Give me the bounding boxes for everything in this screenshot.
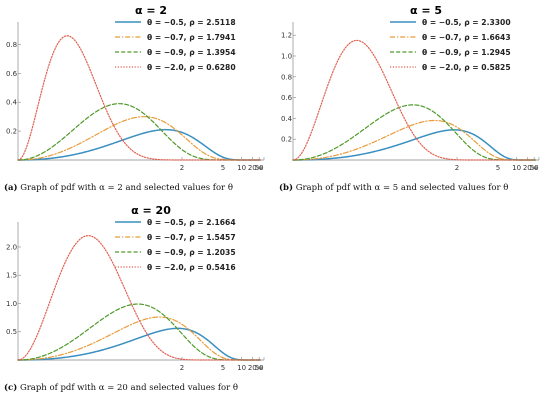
x-tick-label: 5 [496, 164, 500, 172]
chart-legend: θ = −0.5, ρ = 2.5118 θ = −0.7, ρ = 1.7941… [115, 18, 236, 72]
x-tick-label: 20 [523, 164, 532, 172]
series-line-4 [292, 39, 536, 161]
x-tick-label: 5 [221, 164, 225, 172]
chart-legend: θ = −0.5, ρ = 2.3300 θ = −0.7, ρ = 1.6643… [390, 18, 511, 72]
series-line-1 [292, 129, 537, 161]
y-tick-label: 0.2 [6, 128, 17, 136]
legend-label: θ = −2.0, ρ = 0.5416 [147, 263, 236, 272]
legend-label: θ = −0.9, ρ = 1.3954 [147, 48, 236, 57]
x-tick-label: 10 [237, 364, 246, 372]
x-tick-label: 2 [180, 164, 184, 172]
y-tick-label: 0.8 [6, 41, 17, 49]
x-tick-label: ∞ [257, 364, 263, 372]
series-line-3 [17, 303, 261, 361]
series-line-4 [17, 235, 261, 361]
y-tick-label: 1.2 [281, 32, 292, 40]
chart-legend: θ = −0.5, ρ = 2.1664 θ = −0.7, ρ = 1.5457… [115, 218, 236, 272]
x-tick-label: 10 [237, 164, 246, 172]
chart-panel-alpha-5: α = 5 0.2 0.4 0.6 0.8 1.0 1.2 2 5 10 20 50 ∞ θ = −0.5… [275, 0, 550, 200]
legend-label: θ = −0.7, ρ = 1.5457 [147, 233, 236, 242]
series-line-4 [17, 35, 261, 161]
y-tick-label: 1.5 [6, 272, 17, 280]
y-tick-label: 1.0 [6, 300, 17, 308]
chart-caption: (a) Graph of pdf with α = 2 and selected… [4, 183, 233, 193]
x-tick-label: 20 [248, 364, 257, 372]
chart-panel-alpha-20: α = 20 0.5 1.0 1.5 2.0 2 5 10 20 50 ∞ θ = −0.5, ρ =… [0, 200, 275, 400]
legend-label: θ = −2.0, ρ = 0.5825 [422, 63, 511, 72]
caption-label: (c) [4, 383, 18, 393]
legend-label: θ = −0.7, ρ = 1.7941 [147, 33, 236, 42]
chart-caption: (b) Graph of pdf with α = 5 and selected… [279, 183, 508, 193]
y-tick-label: 0.4 [6, 99, 18, 107]
caption-text: Graph of pdf with α = 20 and selected va… [19, 383, 239, 393]
chart-title: α = 5 [410, 4, 442, 17]
legend-label: θ = −0.5, ρ = 2.3300 [422, 18, 511, 27]
x-tick-label: 50 [530, 164, 539, 172]
y-tick-label: 0.5 [6, 328, 17, 336]
legend-label: θ = −2.0, ρ = 0.6280 [147, 63, 236, 72]
x-tick-label: 2 [180, 364, 184, 372]
x-tick-label: 10 [512, 164, 521, 172]
series-line-1 [17, 128, 262, 161]
y-tick-label: 1.0 [281, 53, 292, 61]
series-line-3 [17, 103, 261, 161]
caption-text: Graph of pdf with α = 2 and selected val… [20, 183, 233, 193]
chart-panel-alpha-2: α = 2 0.2 0.4 0.6 0.8 2 5 10 20 50 ∞ θ = −0.5, ρ = … [0, 0, 275, 200]
x-tick-label: 2 [455, 164, 459, 172]
series-line-2 [17, 316, 261, 361]
series-line-2 [292, 119, 536, 161]
legend-label: θ = −0.5, ρ = 2.1664 [147, 218, 236, 227]
caption-label: (a) [4, 183, 18, 193]
legend-label: θ = −0.7, ρ = 1.6643 [422, 33, 511, 42]
legend-label: θ = −0.9, ρ = 1.2945 [422, 48, 511, 57]
x-tick-label: 50 [255, 164, 264, 172]
x-tick-label: 20 [248, 164, 257, 172]
caption-text: Graph of pdf with α = 5 and selected val… [295, 183, 509, 193]
series-line-1 [17, 327, 262, 361]
caption-label: (b) [279, 183, 293, 193]
x-tick-label: 5 [221, 364, 225, 372]
legend-label: θ = −0.5, ρ = 2.5118 [147, 18, 236, 27]
x-tick-label: 50 [255, 364, 264, 372]
y-tick-label: 0.8 [281, 73, 292, 81]
series-line-3 [292, 104, 536, 161]
chart-title: α = 20 [131, 204, 171, 217]
x-tick-label: ∞ [532, 164, 538, 172]
y-tick-label: 0.4 [281, 115, 293, 123]
legend-label: θ = −0.9, ρ = 1.2035 [147, 248, 236, 257]
series-line-2 [17, 116, 261, 161]
y-tick-label: 0.2 [281, 136, 292, 144]
chart-caption: (c) Graph of pdf with α = 20 and selecte… [4, 383, 238, 393]
y-tick-label: 0.6 [6, 70, 18, 78]
y-tick-label: 2.0 [6, 243, 17, 251]
x-tick-label: ∞ [257, 164, 263, 172]
chart-title: α = 2 [135, 4, 167, 17]
y-tick-label: 0.6 [281, 94, 293, 102]
